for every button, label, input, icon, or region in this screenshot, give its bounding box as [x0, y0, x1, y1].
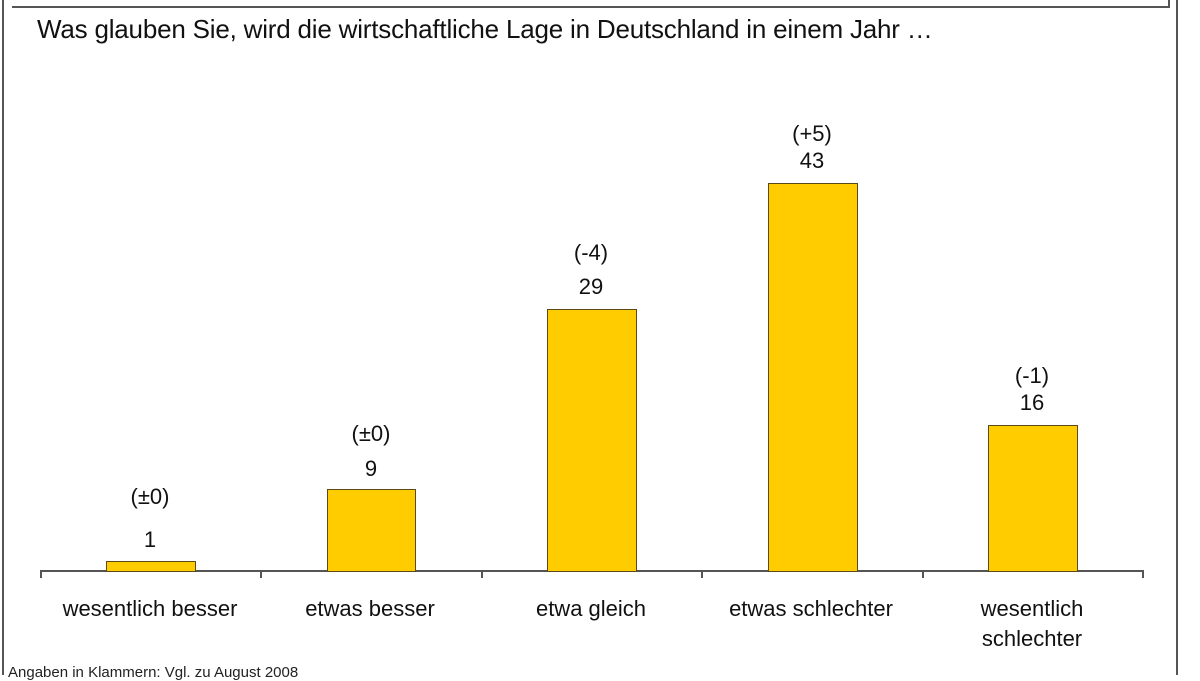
x-axis-tick	[260, 571, 262, 578]
bar-value-label: 9	[364, 456, 378, 481]
category-label-line2: schlechter	[981, 626, 1083, 651]
x-axis-tick	[701, 571, 703, 578]
category-label-line1: wesentlich	[980, 596, 1084, 621]
bar-change-label: (±0)	[351, 421, 391, 446]
top-rule-tick	[1168, 0, 1170, 7]
bar-change-label: (+5)	[792, 121, 832, 146]
bar-value-label: 1	[143, 527, 157, 552]
category-label: etwa gleich	[535, 596, 647, 621]
x-axis-tick	[1142, 571, 1144, 578]
bar-change-label: (±0)	[130, 484, 170, 509]
bar-value-label: 16	[1019, 390, 1045, 415]
top-rule	[12, 6, 1170, 8]
category-label: etwas besser	[305, 596, 435, 621]
bar	[106, 561, 196, 572]
bar	[327, 489, 416, 572]
category-label: etwas schlechter	[729, 596, 893, 621]
category-label: wesentlich besser	[62, 596, 238, 621]
bar	[547, 309, 637, 572]
bar-change-label: (-1)	[1014, 363, 1050, 388]
footnote: Angaben in Klammern: Vgl. zu August 2008	[8, 664, 299, 681]
category-label: wesentlich schlechter	[922, 594, 1142, 654]
x-axis-tick	[481, 571, 483, 578]
x-axis-tick	[40, 571, 42, 578]
bar-value-label: 29	[578, 274, 604, 299]
chart-title: Was glauben Sie, wird die wirtschaftlich…	[37, 14, 933, 44]
bar-value-label: 43	[799, 148, 825, 173]
bar	[988, 425, 1078, 572]
frame-right-border	[1176, 0, 1178, 675]
bar	[768, 183, 858, 572]
bar-change-label: (-4)	[573, 240, 609, 265]
frame-left-border	[2, 0, 4, 675]
x-axis-tick	[922, 571, 924, 578]
